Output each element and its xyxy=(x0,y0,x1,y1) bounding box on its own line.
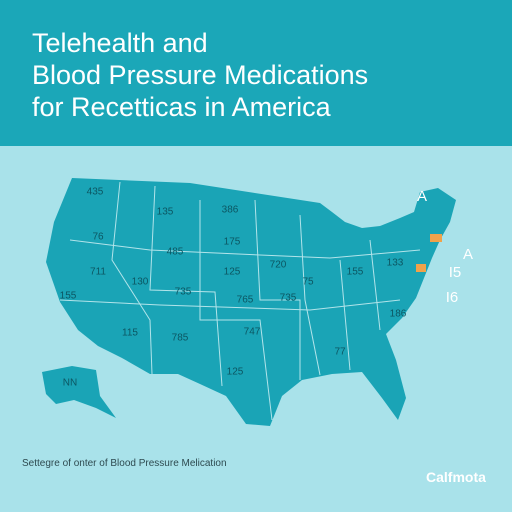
side-label: A xyxy=(417,188,427,205)
state-label: 77 xyxy=(334,347,346,358)
state-label: 75 xyxy=(302,277,314,288)
state-borders xyxy=(59,181,421,421)
state-label: 785 xyxy=(172,333,189,344)
title-line: for Recetticas in America xyxy=(32,92,332,122)
state-label: 186 xyxy=(390,309,407,320)
state-label: 735 xyxy=(175,287,192,298)
state-label: 386 xyxy=(222,205,239,216)
state-label: 130 xyxy=(132,277,149,288)
us-map xyxy=(46,178,456,426)
logo: Calfmota xyxy=(426,469,486,485)
footer-caption: Settegre of onter of Blood Pressure Meli… xyxy=(22,458,227,469)
state-label: 155 xyxy=(60,291,77,302)
state-label: 125 xyxy=(227,367,244,378)
alaska xyxy=(42,366,116,418)
state-label: 133 xyxy=(387,258,404,269)
header-band xyxy=(0,0,512,146)
state-label: 435 xyxy=(87,187,104,198)
state-label: 115 xyxy=(122,328,138,339)
title-line: Blood Pressure Medications xyxy=(32,60,368,90)
state-label: 765 xyxy=(237,295,254,306)
state-label: 735 xyxy=(280,293,297,304)
highlight xyxy=(416,264,426,272)
state-label: 76 xyxy=(92,232,104,243)
michigan xyxy=(332,222,356,262)
state-label: 175 xyxy=(224,237,241,248)
title-line: Telehealth and xyxy=(32,28,208,58)
state-label: NN xyxy=(63,378,77,389)
state-label: 485 xyxy=(167,247,184,258)
state-label: 711 xyxy=(90,267,106,278)
highlight xyxy=(430,234,442,242)
side-label: I6 xyxy=(446,289,459,306)
side-label: I5 xyxy=(449,264,462,281)
state-label: 747 xyxy=(244,327,261,338)
state-label: 125 xyxy=(224,267,241,278)
side-label: A xyxy=(463,246,473,263)
state-label: 720 xyxy=(270,260,287,271)
state-label: 155 xyxy=(347,267,364,278)
state-label: 135 xyxy=(157,207,174,218)
